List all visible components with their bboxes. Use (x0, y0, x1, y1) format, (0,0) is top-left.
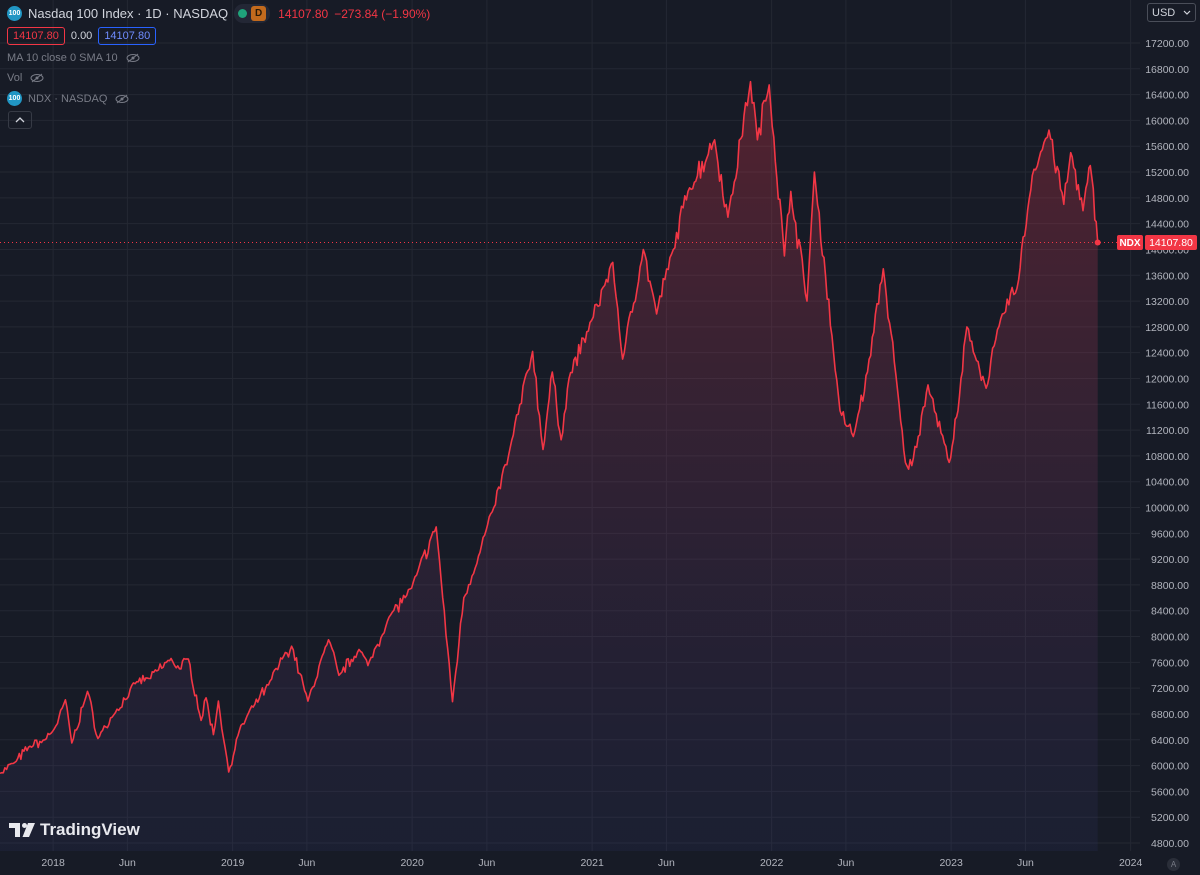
y-tick-label: 11200.00 (1146, 425, 1189, 437)
y-tick-label: 14800.00 (1145, 193, 1189, 205)
ask-price[interactable]: 14107.80 (98, 27, 157, 45)
y-tick-label: 8400.00 (1151, 606, 1189, 618)
y-tick-label: 4800.00 (1151, 838, 1189, 850)
x-tick-label: 2020 (400, 857, 424, 869)
y-tick-label: 15600.00 (1145, 141, 1189, 153)
y-tick-label: 16400.00 (1145, 90, 1189, 102)
compare-symbol[interactable]: 100 NDX · NASDAQ (7, 91, 129, 106)
status-pills[interactable]: D (234, 4, 271, 23)
x-axis: 2018 Jun 2019 Jun 2020 Jun 2021 Jun 2022 Jun 2023 J… (41, 857, 1142, 869)
price-tag-symbol: NDX (1119, 238, 1140, 249)
chevron-up-icon (15, 117, 25, 123)
tradingview-logo-icon (9, 823, 35, 837)
symbol-logo: 100 (7, 6, 22, 21)
x-tick-label: 2022 (760, 857, 784, 869)
bid-price[interactable]: 14107.80 (7, 27, 65, 45)
price-line (0, 80, 1099, 775)
y-tick-label: 13200.00 (1145, 296, 1189, 308)
y-tick-label: 5200.00 (1151, 812, 1189, 824)
x-tick-label: Jun (478, 857, 495, 869)
y-tick-label: 11600.00 (1146, 399, 1189, 411)
vol-label: Vol (7, 72, 23, 84)
x-tick-label: 2021 (580, 857, 604, 869)
x-tick-label: 2018 (41, 857, 65, 869)
currency-label: USD (1152, 6, 1176, 19)
market-status-icon (238, 9, 248, 18)
chart-title[interactable]: Nasdaq 100 Index · 1D · NASDAQ (28, 6, 229, 21)
y-tick-label: 12800.00 (1145, 322, 1189, 334)
chevron-down-icon (1183, 10, 1191, 15)
collapse-legend-button[interactable] (8, 111, 32, 129)
y-tick-label: 6400.00 (1151, 735, 1189, 747)
ma-indicator[interactable]: MA 10 close 0 SMA 10 (7, 52, 140, 64)
y-tick-label: 16000.00 (1145, 115, 1189, 127)
y-tick-label: 14000.00 (1145, 244, 1189, 256)
price-axis[interactable] (1140, 0, 1200, 851)
spread: 0.00 (70, 30, 93, 42)
price-tag: NDX 14107.80 (1117, 235, 1197, 250)
y-tick-label: 9200.00 (1151, 554, 1189, 566)
brand-name: TradingView (40, 820, 140, 839)
compare-label: NDX · NASDAQ (28, 92, 108, 105)
x-tick-label: Jun (658, 857, 675, 869)
x-tick-label: Jun (1017, 857, 1034, 869)
symbol-legend[interactable]: 100 Nasdaq 100 Index · 1D · NASDAQ D 141… (7, 4, 430, 23)
time-axis[interactable] (0, 851, 1200, 875)
y-tick-label: 10800.00 (1145, 451, 1189, 463)
y-tick-label: 6800.00 (1151, 709, 1189, 721)
y-tick-label: 12400.00 (1145, 348, 1189, 360)
hidden-eye-icon[interactable] (115, 94, 129, 104)
y-tick-label: 6000.00 (1151, 761, 1189, 773)
y-tick-label: 12000.00 (1145, 373, 1189, 385)
y-tick-label: 16800.00 (1145, 64, 1189, 76)
hidden-eye-icon[interactable] (126, 53, 140, 63)
price-area-fill (0, 81, 1098, 851)
y-tick-label: 13600.00 (1145, 270, 1189, 282)
y-tick-label: 8800.00 (1151, 580, 1189, 592)
x-tick-label: Jun (298, 857, 315, 869)
price-tag-value: 14107.80 (1149, 237, 1193, 249)
last-price: 14107.80 (278, 6, 329, 21)
x-tick-label: 2023 (939, 857, 963, 869)
y-tick-label: 10400.00 (1145, 477, 1189, 489)
y-tick-label: 15200.00 (1145, 167, 1189, 179)
x-tick-label: Jun (119, 857, 136, 869)
y-tick-label: 10000.00 (1145, 503, 1189, 515)
y-tick-label: 9600.00 (1151, 528, 1189, 540)
y-tick-label: 5600.00 (1151, 786, 1189, 798)
y-tick-label: 7600.00 (1151, 657, 1189, 669)
ma-label: MA 10 close 0 SMA 10 (7, 52, 118, 64)
y-tick-label: 14400.00 (1145, 219, 1189, 231)
tradingview-logo[interactable]: TradingView (9, 820, 140, 840)
interval-badge: D (251, 6, 267, 21)
auto-scale-button[interactable]: A (1167, 858, 1180, 871)
y-axis: 4800.00 5200.00 5600.00 6000.00 6400.00 6800.… (1145, 38, 1189, 850)
x-tick-label: 2024 (1119, 857, 1143, 869)
currency-selector[interactable]: USD (1147, 3, 1196, 22)
bid-ask-row: 14107.80 0.00 14107.80 (7, 27, 157, 45)
y-tick-label: 17200.00 (1145, 38, 1189, 50)
compare-symbol-logo: 100 (7, 91, 22, 106)
x-tick-label: 2019 (221, 857, 245, 869)
price-change: −273.84 (−1.90%) (334, 6, 431, 21)
volume-indicator[interactable]: Vol (7, 72, 44, 84)
y-tick-label: 8000.00 (1151, 632, 1189, 644)
hidden-eye-icon[interactable] (30, 73, 44, 83)
y-tick-label: 7200.00 (1151, 683, 1189, 695)
x-tick-label: Jun (837, 857, 854, 869)
last-price-dot (1094, 239, 1101, 246)
